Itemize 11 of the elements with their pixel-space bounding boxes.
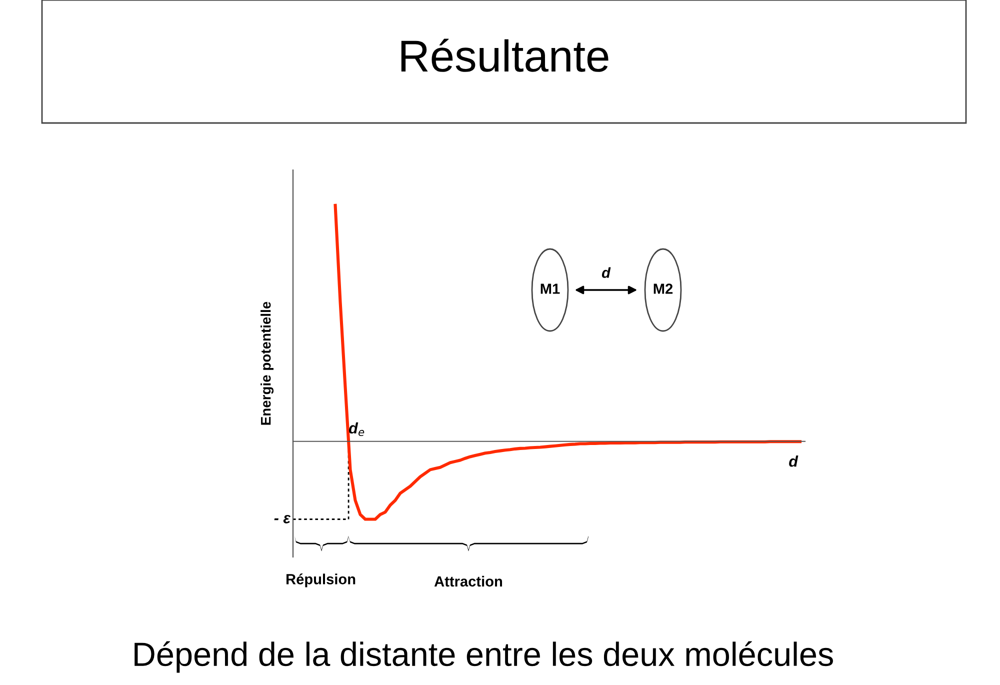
annotation: M1 xyxy=(540,284,560,294)
annotation: M2 xyxy=(654,284,673,294)
annotation: d xyxy=(602,267,611,278)
text: Attraction xyxy=(434,576,502,587)
text: - ε xyxy=(274,514,291,524)
x-axis-title: d xyxy=(789,456,798,467)
chart-title: Résultante xyxy=(401,38,608,72)
y-axis-title: Energie potentielle xyxy=(260,302,274,425)
annotation: d$_{e}$ xyxy=(348,422,364,436)
text: Dépend de la distante entre les deux molécules xyxy=(134,641,833,673)
text: Répulsion xyxy=(286,574,356,588)
